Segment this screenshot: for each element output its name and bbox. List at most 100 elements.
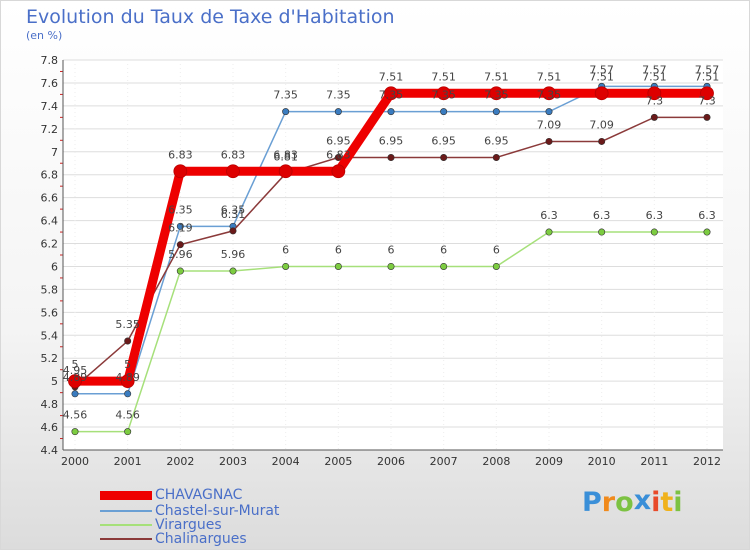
x-tick-label: 2003: [219, 455, 247, 468]
data-label-virargues: 5.96: [221, 248, 246, 261]
x-tick-label: 2009: [535, 455, 563, 468]
data-point-virargues: [387, 262, 395, 270]
logo-letter: r: [601, 487, 616, 518]
grid: [63, 59, 723, 451]
data-label-chastel-sur-murat: 4.89: [63, 371, 88, 384]
data-point-virargues: [440, 262, 448, 270]
legend-label-chalinargues: Chalinargues: [155, 531, 247, 547]
data-point-chavagnac: [542, 86, 556, 101]
data-point-chastel-sur-murat: [387, 108, 395, 116]
data-label-chalinargues: 6.95: [379, 135, 404, 148]
data-label-chavagnac: 7.51: [484, 70, 509, 83]
data-label-chalinargues: 7.3: [698, 94, 716, 107]
data-point-virargues: [703, 228, 711, 236]
data-point-chavagnac: [226, 164, 240, 179]
logo-letter: i: [673, 487, 683, 518]
legend-swatch-virargues: [100, 524, 152, 526]
data-label-chastel-sur-murat: 4.89: [115, 371, 140, 384]
data-label-virargues: 6: [440, 243, 447, 256]
data-point-chalinargues: [545, 137, 553, 145]
data-point-chavagnac: [436, 86, 451, 101]
series-layer: [68, 82, 714, 436]
data-label-chastel-sur-murat: 7.35: [379, 89, 404, 102]
data-label-chastel-sur-murat: 7.35: [326, 89, 351, 102]
data-label-chalinargues: 7.09: [537, 118, 562, 131]
data-label-chalinargues: 7.09: [589, 118, 614, 131]
x-tick-label: 2010: [588, 455, 616, 468]
data-point-chalinargues: [229, 227, 237, 235]
y-tick-label: 4.6: [41, 421, 59, 434]
y-tick-label: 6.8: [41, 169, 59, 182]
y-tick-label: 7.6: [41, 77, 59, 90]
data-point-chavagnac: [278, 164, 293, 179]
data-point-virargues: [176, 267, 184, 275]
data-point-chastel-sur-murat: [492, 108, 500, 116]
data-label-chavagnac: 6.83: [168, 148, 193, 161]
x-tick-label: 2002: [166, 455, 194, 468]
data-point-chalinargues: [703, 113, 711, 121]
data-label-chalinargues: 5.35: [115, 318, 140, 331]
data-point-chastel-sur-murat: [282, 108, 290, 116]
data-label-chavagnac: 6.83: [273, 148, 298, 161]
data-label-chalinargues: 4.95: [63, 364, 88, 377]
data-label-chastel-sur-murat: 7.57: [642, 63, 667, 76]
legend-label-chastel-sur-murat: Chastel-sur-Murat: [155, 503, 280, 519]
data-label-chalinargues: 6.81: [273, 151, 298, 164]
y-tick-label: 5.4: [41, 329, 59, 342]
data-point-chavagnac: [120, 374, 135, 389]
data-point-chavagnac: [594, 86, 609, 101]
data-label-virargues: 6.3: [698, 209, 716, 222]
logo-letter: P: [582, 487, 602, 518]
data-point-chastel-sur-murat: [334, 108, 342, 116]
y-tick-label: 4.8: [41, 398, 59, 411]
data-point-chavagnac: [173, 164, 188, 179]
data-label-chastel-sur-murat: 7.35: [273, 89, 298, 102]
data-point-chalinargues: [334, 154, 342, 162]
data-point-chavagnac: [700, 86, 714, 101]
logo-letter: i: [651, 487, 661, 518]
y-tick-label: 6: [51, 260, 58, 273]
data-label-virargues: 6: [282, 243, 289, 256]
data-point-chalinargues: [492, 154, 500, 162]
data-label-virargues: 5.96: [168, 248, 193, 261]
x-tick-label: 2012: [693, 455, 721, 468]
proxiti-logo: Proxiti: [582, 485, 683, 518]
data-point-chalinargues: [650, 113, 658, 121]
data-label-virargues: 4.56: [63, 409, 88, 422]
x-tick-label: 2005: [324, 455, 352, 468]
data-point-virargues: [229, 267, 237, 275]
data-label-chavagnac: 7.51: [537, 70, 562, 83]
data-label-chastel-sur-murat: 7.35: [431, 89, 456, 102]
legend-swatch-chavagnac: [100, 491, 152, 500]
data-label-chalinargues: 6.31: [221, 208, 246, 221]
data-point-chalinargues: [124, 337, 132, 345]
data-label-virargues: 6.3: [646, 209, 664, 222]
legend-item-virargues: Virargues: [100, 517, 360, 534]
data-point-chalinargues: [440, 154, 448, 162]
logo-letter: t: [660, 487, 674, 518]
legend-label-virargues: Virargues: [155, 517, 222, 533]
data-label-chalinargues: 6.95: [326, 135, 351, 148]
data-label-chavagnac: 7.51: [431, 70, 456, 83]
data-point-chavagnac: [384, 86, 398, 101]
data-point-virargues: [492, 262, 500, 270]
data-point-chalinargues: [176, 241, 184, 249]
y-tick-label: 5.8: [41, 283, 59, 296]
x-tick-label: 2006: [377, 455, 405, 468]
data-point-virargues: [598, 228, 606, 236]
data-point-chastel-sur-murat: [440, 108, 448, 116]
y-tick-label: 6.6: [41, 192, 59, 205]
data-point-virargues: [545, 228, 553, 236]
x-tick-label: 2008: [482, 455, 510, 468]
data-point-chalinargues: [598, 137, 606, 145]
data-label-chastel-sur-murat: 6.35: [221, 203, 246, 216]
data-label-chalinargues: 6.19: [168, 222, 193, 235]
y-tick-label: 7.8: [41, 54, 59, 67]
x-tick-label: 2001: [114, 455, 142, 468]
data-label-chalinargues: 6.95: [484, 135, 509, 148]
data-point-chavagnac: [647, 86, 662, 101]
legend-item-chavagnac: CHAVAGNAC: [100, 487, 360, 504]
data-point-chavagnac: [489, 86, 504, 101]
x-tick-label: 2004: [272, 455, 300, 468]
chart-title: Evolution du Taux de Taxe d'Habitation: [26, 6, 395, 28]
